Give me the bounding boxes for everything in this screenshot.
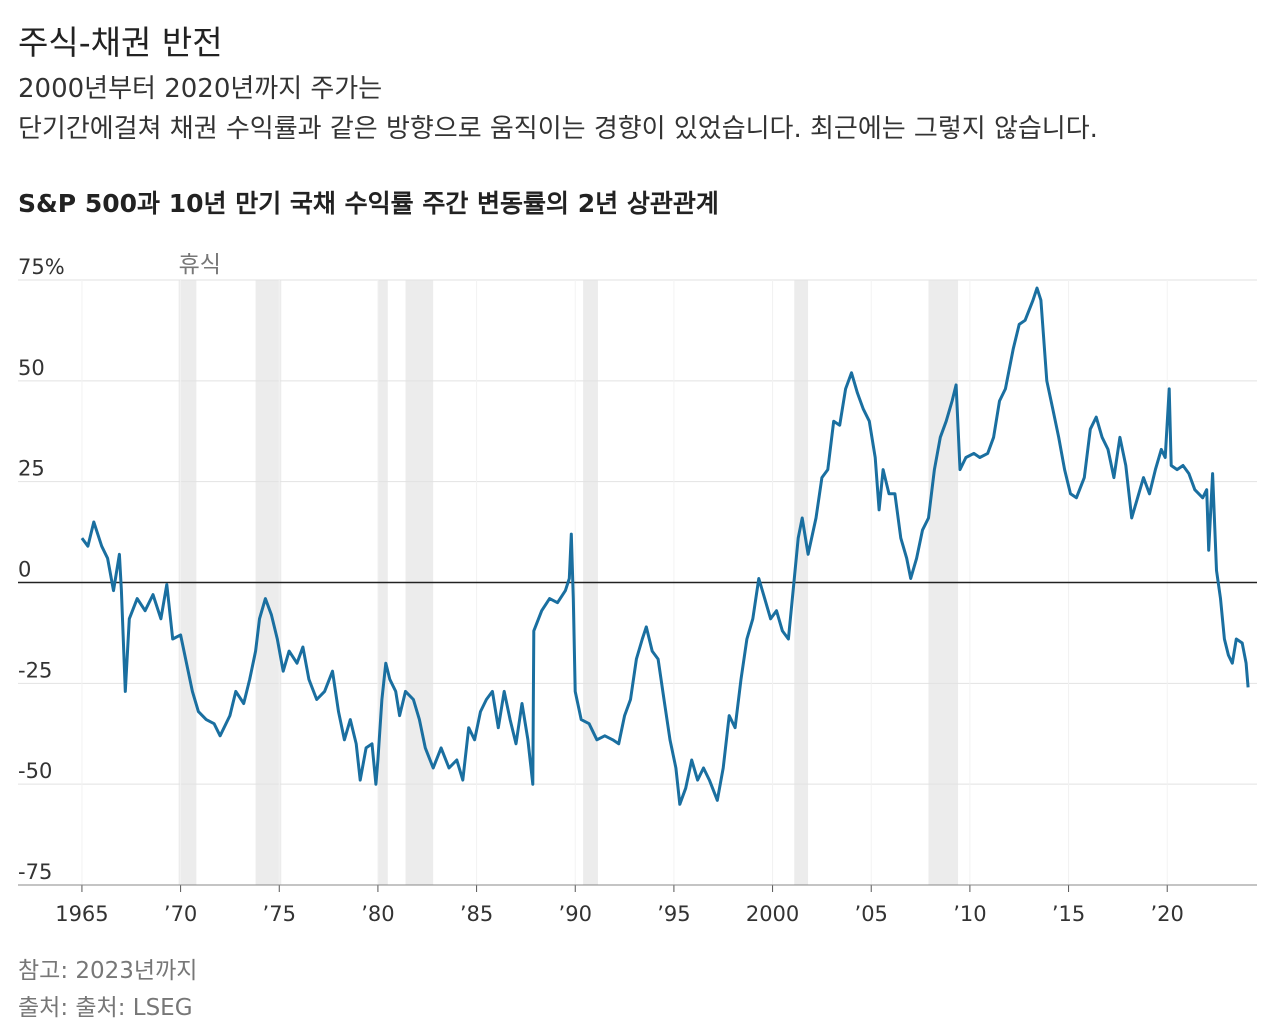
y-tick-label: -50 bbox=[18, 759, 52, 783]
data-line bbox=[80, 286, 1250, 806]
source: 출처: 출처: LSEG bbox=[18, 995, 193, 1021]
y-tick-label: 25 bbox=[18, 457, 45, 481]
subtitle: 단기간에걸쳐 채권 수익률과 같은 방향으로 움직이는 경향이 있었습니다. 최… bbox=[18, 114, 1098, 144]
y-tick-label: -25 bbox=[18, 658, 52, 682]
x-tick-label: 2000 bbox=[746, 902, 799, 926]
y-tick-label: 75% bbox=[18, 255, 65, 279]
y-tick-label: 50 bbox=[18, 356, 45, 380]
x-tick-label: ’70 bbox=[164, 902, 197, 926]
x-tick-label: ’05 bbox=[855, 902, 888, 926]
subtitle: 2000년부터 2020년까지 주가는 bbox=[18, 74, 382, 104]
x-tick-label: ’90 bbox=[559, 902, 592, 926]
x-tick-label: ’85 bbox=[460, 902, 493, 926]
x-tick-label: ’20 bbox=[1151, 902, 1184, 926]
y-tick-label: -75 bbox=[18, 860, 52, 884]
chart-title: 주식-채권 반전 bbox=[18, 23, 223, 62]
x-tick-label: ’15 bbox=[1052, 902, 1085, 926]
x-tick-label: 1965 bbox=[55, 902, 108, 926]
chart-subtitle: S&P 500과 10년 만기 국채 수익률 주간 변동률의 2년 상관관계 bbox=[18, 189, 719, 218]
y-tick-label: 0 bbox=[18, 558, 31, 582]
x-tick-label: ’75 bbox=[263, 902, 296, 926]
x-tick-label: ’10 bbox=[953, 902, 986, 926]
note: 참고: 2023년까지 bbox=[18, 958, 197, 984]
x-tick-label: ’95 bbox=[657, 902, 690, 926]
x-tick-label: ’80 bbox=[361, 902, 394, 926]
recession-label: 휴식 bbox=[179, 252, 221, 278]
